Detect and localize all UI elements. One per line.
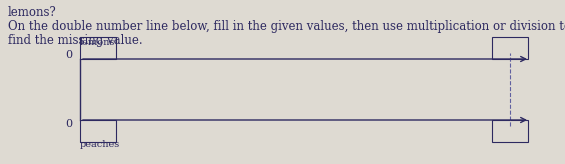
Text: peaches: peaches <box>80 140 120 149</box>
Text: find the missing value.: find the missing value. <box>8 34 142 47</box>
Text: lemons?: lemons? <box>8 6 56 19</box>
Text: lemons: lemons <box>80 38 115 47</box>
Bar <box>492 37 528 59</box>
Bar <box>80 120 116 142</box>
Text: 0: 0 <box>65 119 72 129</box>
Bar <box>492 120 528 142</box>
Text: 0: 0 <box>65 50 72 60</box>
Bar <box>80 37 116 59</box>
Text: On the double number line below, fill in the given values, then use multiplicati: On the double number line below, fill in… <box>8 20 565 33</box>
